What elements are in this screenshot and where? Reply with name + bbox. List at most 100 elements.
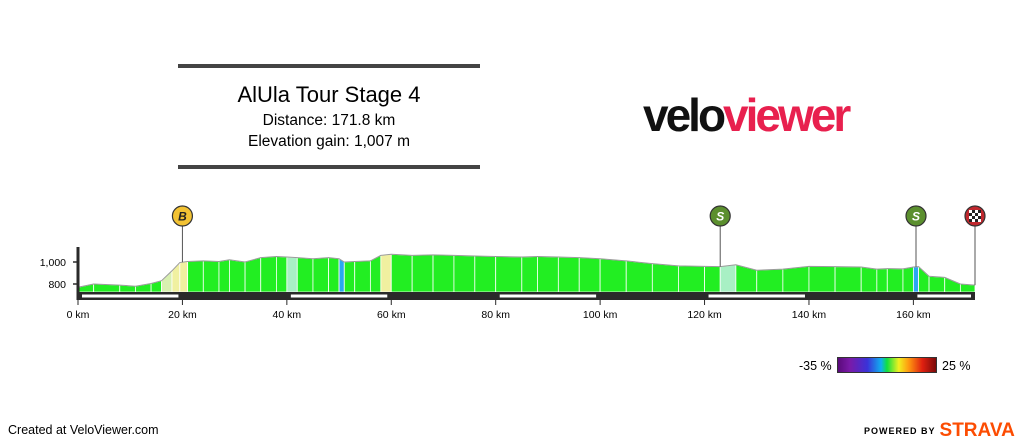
profile-segment [902, 266, 914, 293]
profile-segment [286, 256, 298, 293]
profile-segment [343, 261, 356, 293]
checkered-flag-cell [969, 216, 972, 219]
sprint-marker-badge [709, 205, 731, 227]
checkered-flag-cell [969, 210, 972, 213]
profile-segment [312, 257, 330, 293]
checkered-flag-cell [978, 216, 981, 219]
elevation-gain-text: Elevation gain: 1,007 m [248, 133, 410, 150]
bonus-marker: B [171, 205, 194, 263]
stage-title: AlUla Tour Stage 4 [237, 82, 421, 107]
profile-segment [411, 254, 434, 293]
x-tick-label: 80 km [481, 309, 510, 321]
profile-segment [495, 256, 523, 293]
profile-segment [338, 257, 345, 293]
bonus-marker-symbol: B [178, 210, 187, 224]
profile-segment [474, 255, 497, 293]
profile-segment [704, 265, 721, 293]
profile-segment [719, 264, 737, 293]
checkered-flag-cell [972, 216, 975, 219]
profile-segment [202, 260, 220, 293]
profile-segment [625, 260, 653, 293]
powered-by-strava: POWERED BY STRAVA [864, 420, 1015, 442]
powered-by-text: POWERED BY [864, 426, 936, 436]
checkered-flag-cell [969, 213, 972, 216]
veloviewer-logo: veloviewer [643, 89, 851, 141]
profile-segment [296, 257, 314, 293]
profile-segment [218, 259, 230, 293]
checkered-flag-cell [978, 210, 981, 213]
profile-segment [876, 268, 888, 293]
created-at-text: Created at VeloViewer.com [8, 423, 159, 437]
x-tick-label: 120 km [687, 309, 722, 321]
checkered-flag-cell [975, 210, 978, 213]
profile-segment [161, 269, 173, 293]
profile-segment [244, 257, 262, 293]
profile-segment [179, 260, 189, 293]
title-top-rule [178, 64, 480, 68]
profile-segment [453, 254, 476, 293]
profile-segment [521, 256, 538, 293]
profile-segment [860, 266, 878, 293]
profile-segment [354, 260, 371, 293]
profile-segment [260, 256, 277, 293]
sprint-marker: S [709, 205, 731, 267]
distance-strip-band [499, 294, 597, 298]
title-box: AlUla Tour Stage 4 Distance: 171.8 km El… [178, 64, 480, 170]
bonus-marker-badge [171, 205, 194, 227]
x-tick-label: 0 km [67, 309, 90, 321]
profile-segment [537, 256, 559, 293]
profile-segment [229, 259, 246, 293]
profile-segment [912, 266, 920, 293]
profile-segment [808, 265, 836, 293]
checkered-flag-cell [969, 219, 972, 222]
profile-segment [380, 253, 392, 293]
x-tick-label: 160 km [896, 309, 931, 321]
profile-segment [928, 275, 946, 293]
checkered-flag-cell [972, 213, 975, 216]
title-bottom-rule [178, 165, 480, 169]
distance-strip-band [82, 294, 179, 298]
logo-part-viewer: viewer [723, 89, 851, 141]
profile-segment [678, 265, 705, 293]
legend-max-label: 25 % [942, 359, 971, 373]
profile-segment [944, 276, 961, 293]
y-tick-label: 800 [48, 279, 66, 291]
sprint-marker-badge [905, 205, 927, 227]
profile-segment [886, 268, 904, 293]
checkered-flag-cell [972, 210, 975, 213]
finish-marker [964, 205, 986, 286]
profile-segment [599, 258, 627, 293]
profile-segment [651, 263, 679, 293]
legend-min-label: -35 % [799, 359, 832, 373]
checkered-flag-cell [972, 219, 975, 222]
elevation-profile-chart: 800 1,000 0 km 20 km 40 km 60 km 80 km 100 km 12… [40, 205, 986, 321]
x-tick-label: 100 km [583, 309, 618, 321]
checkered-flag-cell [975, 213, 978, 216]
sprint-marker-symbol: S [716, 210, 724, 224]
y-tick-label: 1,000 [40, 257, 66, 269]
profile-segment [187, 260, 204, 293]
checkered-flag-cell [975, 216, 978, 219]
gradient-legend-bar [837, 357, 937, 373]
profile-segment [782, 265, 810, 293]
checkered-flag-cell [978, 213, 981, 216]
profile-segment [276, 256, 288, 293]
logo-part-velo: velo [643, 89, 726, 141]
distance-strip-band [290, 294, 388, 298]
profile-segment [834, 266, 862, 293]
sprint-marker-symbol: S [912, 210, 920, 224]
strava-logo: STRAVA [939, 420, 1015, 441]
profile-segment [578, 257, 601, 293]
sprint-marker: S [905, 205, 927, 267]
distance-strip-band [917, 294, 971, 298]
x-tick-label: 60 km [377, 309, 406, 321]
profile-segment [756, 268, 784, 293]
distance-strip-band [708, 294, 805, 298]
profile-segment [369, 254, 382, 293]
profile-segment [918, 265, 930, 293]
x-tick-label: 140 km [792, 309, 827, 321]
x-tick-label: 20 km [168, 309, 197, 321]
checkered-flag-cell [975, 219, 978, 222]
distance-text: Distance: 171.8 km [262, 112, 396, 129]
checkered-flag-cell [978, 219, 981, 222]
